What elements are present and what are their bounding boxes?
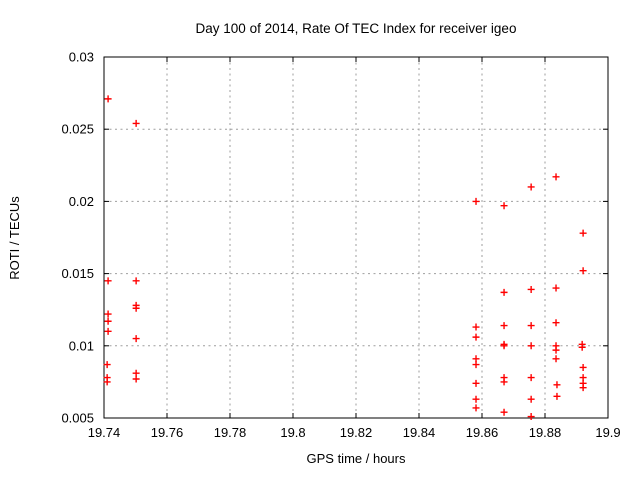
data-point-marker bbox=[104, 317, 112, 325]
data-point-marker bbox=[132, 375, 140, 383]
data-point-marker bbox=[578, 343, 586, 351]
ticks-layer bbox=[103, 56, 609, 419]
data-point-marker bbox=[500, 322, 508, 330]
data-point-marker bbox=[553, 392, 561, 400]
data-point-marker bbox=[527, 374, 535, 382]
data-point-marker bbox=[472, 361, 480, 369]
data-point-marker bbox=[579, 229, 587, 237]
data-point-marker bbox=[579, 267, 587, 275]
data-point-marker bbox=[500, 408, 508, 416]
x-tick-label: 19.86 bbox=[466, 425, 499, 440]
plot-border bbox=[103, 56, 609, 419]
y-tick-label: 0.005 bbox=[61, 411, 94, 426]
data-point-marker bbox=[552, 284, 560, 292]
data-point-marker bbox=[500, 342, 508, 350]
data-point-marker bbox=[472, 197, 480, 205]
data-point-marker bbox=[553, 381, 561, 389]
data-point-marker bbox=[104, 327, 112, 335]
y-tick-label: 0.02 bbox=[69, 194, 94, 209]
data-point-marker bbox=[552, 355, 560, 363]
data-point-marker bbox=[104, 277, 112, 285]
data-point-marker bbox=[500, 288, 508, 296]
x-tick-label: 19.84 bbox=[403, 425, 436, 440]
x-tick-label: 19.8 bbox=[280, 425, 305, 440]
data-point-marker bbox=[132, 304, 140, 312]
data-points-layer bbox=[103, 95, 587, 421]
data-point-marker bbox=[103, 361, 111, 369]
data-point-marker bbox=[527, 322, 535, 330]
data-point-marker bbox=[472, 333, 480, 341]
data-point-marker bbox=[472, 379, 480, 387]
chart-title: Day 100 of 2014, Rate Of TEC Index for r… bbox=[196, 21, 517, 36]
data-point-marker bbox=[552, 173, 560, 181]
data-point-marker bbox=[527, 413, 535, 421]
data-point-marker bbox=[104, 95, 112, 103]
data-point-marker bbox=[104, 310, 112, 318]
data-point-marker bbox=[103, 378, 111, 386]
tick-labels-layer: 19.74 19.76 19.78 19.8 19.82 19.84 19.86 19.88 1… bbox=[61, 50, 620, 441]
y-tick-label: 0.03 bbox=[69, 50, 94, 65]
x-tick-label: 19.88 bbox=[529, 425, 562, 440]
data-point-marker bbox=[132, 119, 140, 127]
data-point-marker bbox=[552, 346, 560, 354]
data-point-marker bbox=[132, 335, 140, 343]
y-tick-label: 0.01 bbox=[69, 338, 94, 353]
data-point-marker bbox=[132, 277, 140, 285]
data-point-marker bbox=[527, 342, 535, 350]
y-axis-label: ROTI / TECUs bbox=[7, 196, 22, 280]
x-tick-label: 19.74 bbox=[88, 425, 121, 440]
x-tick-label: 19.78 bbox=[214, 425, 247, 440]
data-point-marker bbox=[472, 404, 480, 412]
y-tick-label: 0.015 bbox=[61, 266, 94, 281]
data-point-marker bbox=[552, 319, 560, 327]
data-point-marker bbox=[579, 384, 587, 392]
data-point-marker bbox=[527, 285, 535, 293]
x-tick-label: 19.82 bbox=[340, 425, 373, 440]
x-axis-label: GPS time / hours bbox=[307, 451, 406, 466]
data-point-marker bbox=[472, 323, 480, 331]
x-tick-label: 19.76 bbox=[151, 425, 184, 440]
data-point-marker bbox=[472, 395, 480, 403]
data-point-marker bbox=[500, 378, 508, 386]
data-point-marker bbox=[527, 395, 535, 403]
plot-frame bbox=[103, 56, 609, 419]
y-tick-label: 0.025 bbox=[61, 122, 94, 137]
data-point-marker bbox=[500, 202, 508, 210]
grid-layer bbox=[104, 57, 608, 418]
x-tick-label: 19.9 bbox=[595, 425, 620, 440]
data-point-marker bbox=[527, 183, 535, 191]
data-point-marker bbox=[579, 363, 587, 371]
